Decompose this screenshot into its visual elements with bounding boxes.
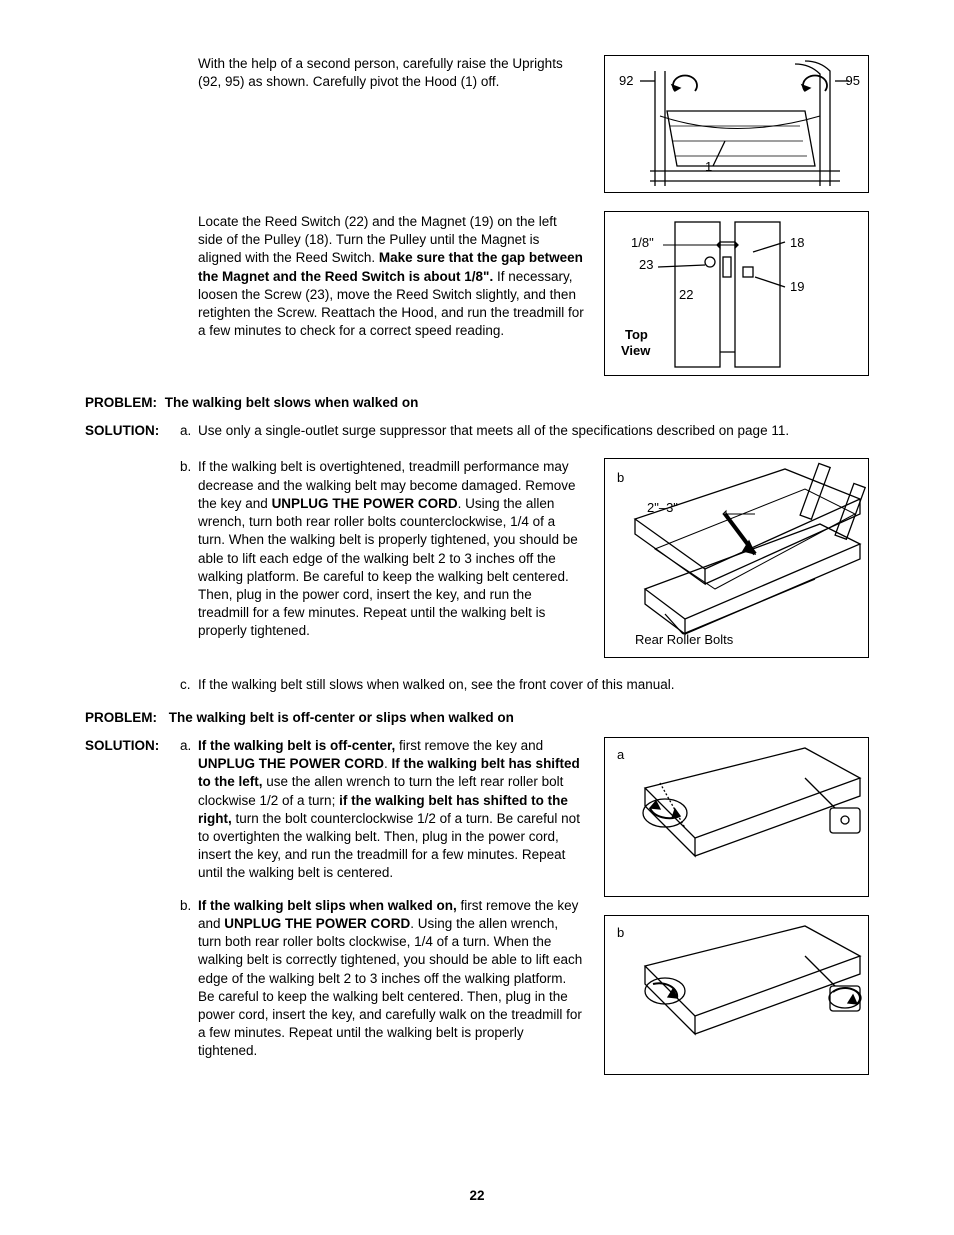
- sol-2a-b1: If the walking belt is off-center,: [198, 738, 395, 753]
- sol-2b-text: If the walking belt slips when walked on…: [198, 897, 584, 1061]
- fig2-top: Top: [625, 326, 648, 344]
- fig4-letter: a: [617, 746, 624, 764]
- fig3-gap: 2"–3": [647, 499, 678, 517]
- problem-2-heading: PROBLEM: The walking belt is off-center …: [85, 709, 869, 727]
- fig2-view: View: [621, 342, 650, 360]
- sol-2a-letter: a.: [180, 737, 198, 755]
- fig3-letter: b: [617, 469, 624, 487]
- problem-2-label: PROBLEM:: [85, 710, 157, 725]
- row-sol-1b: b. If the walking belt is overtightened,…: [85, 458, 869, 658]
- sol-2b-t2: . Using the allen wrench, turn both rear…: [198, 916, 582, 1059]
- figure-4: a: [604, 737, 869, 897]
- fig2-l18: 18: [790, 234, 804, 252]
- page-number: 22: [0, 1187, 954, 1205]
- figure-3-col: b 2"–3" Rear Roller Bolts: [604, 458, 869, 658]
- row-intro-2: Locate the Reed Switch (22) and the Magn…: [85, 211, 869, 376]
- fig3-caption: Rear Roller Bolts: [635, 631, 733, 649]
- solution-2-label: SOLUTION:: [85, 737, 180, 755]
- sol-2a-text: If the walking belt is off-center, first…: [198, 737, 584, 883]
- sol-2-text-col: SOLUTION: a. If the walking belt is off-…: [85, 737, 584, 1075]
- sol-1b-letter: b.: [180, 458, 198, 476]
- solution-1-label: SOLUTION:: [85, 422, 180, 440]
- sol-2a-t4: turn the bolt counterclockwise 1/2 of a …: [198, 811, 580, 881]
- sol-1c-text: If the walking belt still slows when wal…: [198, 676, 869, 694]
- problem-1-title: The walking belt slows when walked on: [165, 395, 419, 410]
- sol-1b-item: b. If the walking belt is overtightened,…: [85, 458, 584, 640]
- figure-3: b 2"–3" Rear Roller Bolts: [604, 458, 869, 658]
- sol-1b-bold: UNPLUG THE POWER CORD: [272, 496, 458, 511]
- sol-1a-letter: a.: [180, 422, 198, 440]
- solution-1a: SOLUTION: a. Use only a single-outlet su…: [85, 422, 869, 440]
- figure-2: 1/8" 23 22 18 19 Top View: [604, 211, 869, 376]
- sol-2b-b1: If the walking belt slips when walked on…: [198, 898, 457, 913]
- sol-2a-t1: first remove the key and: [395, 738, 543, 753]
- fig2-l19: 19: [790, 278, 804, 296]
- sol-2a-b2: UNPLUG THE POWER CORD: [198, 756, 384, 771]
- intro-para-2: Locate the Reed Switch (22) and the Magn…: [85, 211, 584, 376]
- problem-1-heading: PROBLEM: The walking belt slows when wal…: [85, 394, 869, 412]
- sol-2a-block: SOLUTION: a. If the walking belt is off-…: [85, 737, 584, 883]
- fig1-label-92: 92: [619, 72, 633, 90]
- sol-2a-t2: .: [384, 756, 392, 771]
- figures-4-5-col: a b: [604, 737, 869, 1075]
- fig1-label-1: 1: [705, 158, 712, 176]
- intro-para-1: With the help of a second person, carefu…: [85, 55, 584, 193]
- figure-5: b: [604, 915, 869, 1075]
- sol-2b-b2: UNPLUG THE POWER CORD: [224, 916, 410, 931]
- sol-1c-item: c. If the walking belt still slows when …: [85, 676, 869, 694]
- fig2-gap: 1/8": [631, 234, 654, 252]
- fig2-l23: 23: [639, 256, 653, 274]
- figure-1: 92 95 1: [604, 55, 869, 193]
- sol-1b-text: If the walking belt is overtightened, tr…: [198, 458, 584, 640]
- sol-1c-letter: c.: [180, 676, 198, 694]
- row-sol-2: SOLUTION: a. If the walking belt is off-…: [85, 737, 869, 1075]
- sol-2b-item: b. If the walking belt slips when walked…: [85, 897, 584, 1061]
- fig2-l22: 22: [679, 286, 693, 304]
- figure-2-col: 1/8" 23 22 18 19 Top View: [604, 211, 869, 376]
- row-intro-1: With the help of a second person, carefu…: [85, 55, 869, 193]
- intro-para-1-text: With the help of a second person, carefu…: [198, 56, 563, 89]
- sol-1a-text: Use only a single-outlet surge suppresso…: [198, 422, 869, 440]
- sol-1b-c: . Using the allen wrench, turn both rear…: [198, 496, 578, 639]
- sol-2b-letter: b.: [180, 897, 198, 915]
- fig5-letter: b: [617, 924, 624, 942]
- problem-2-title: The walking belt is off-center or slips …: [169, 710, 514, 725]
- sol-1b-col: b. If the walking belt is overtightened,…: [85, 458, 584, 658]
- problem-1-label: PROBLEM:: [85, 395, 157, 410]
- fig1-label-95: 95: [846, 72, 860, 90]
- figure-1-col: 92 95 1: [604, 55, 869, 193]
